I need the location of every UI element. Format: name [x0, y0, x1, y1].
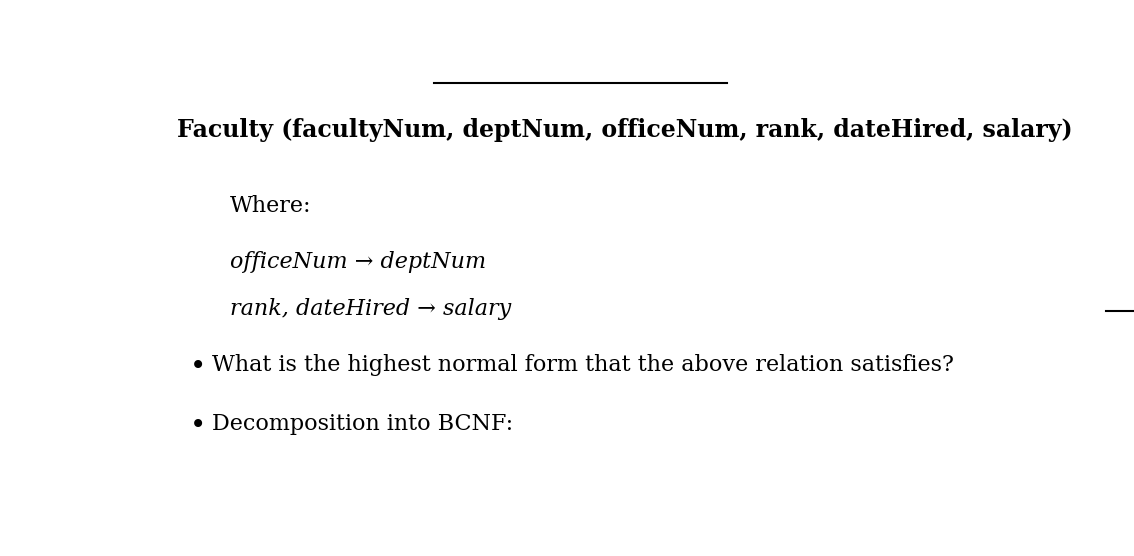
Text: officeNum → deptNum: officeNum → deptNum [229, 251, 485, 273]
Text: Where:: Where: [229, 195, 311, 217]
Text: •: • [191, 414, 206, 440]
Text: •: • [191, 354, 206, 380]
Text: rank, dateHired → salary: rank, dateHired → salary [229, 298, 511, 320]
Text: Faculty (: Faculty ( [177, 118, 293, 142]
Text: Decomposition into BCNF:: Decomposition into BCNF: [212, 414, 514, 435]
Text: , officeNum, rank, dateHired, salary): , officeNum, rank, dateHired, salary) [585, 118, 1073, 142]
Text: facultyNum, deptNum: facultyNum, deptNum [293, 118, 585, 142]
Text: What is the highest normal form that the above relation satisfies?: What is the highest normal form that the… [212, 354, 954, 375]
